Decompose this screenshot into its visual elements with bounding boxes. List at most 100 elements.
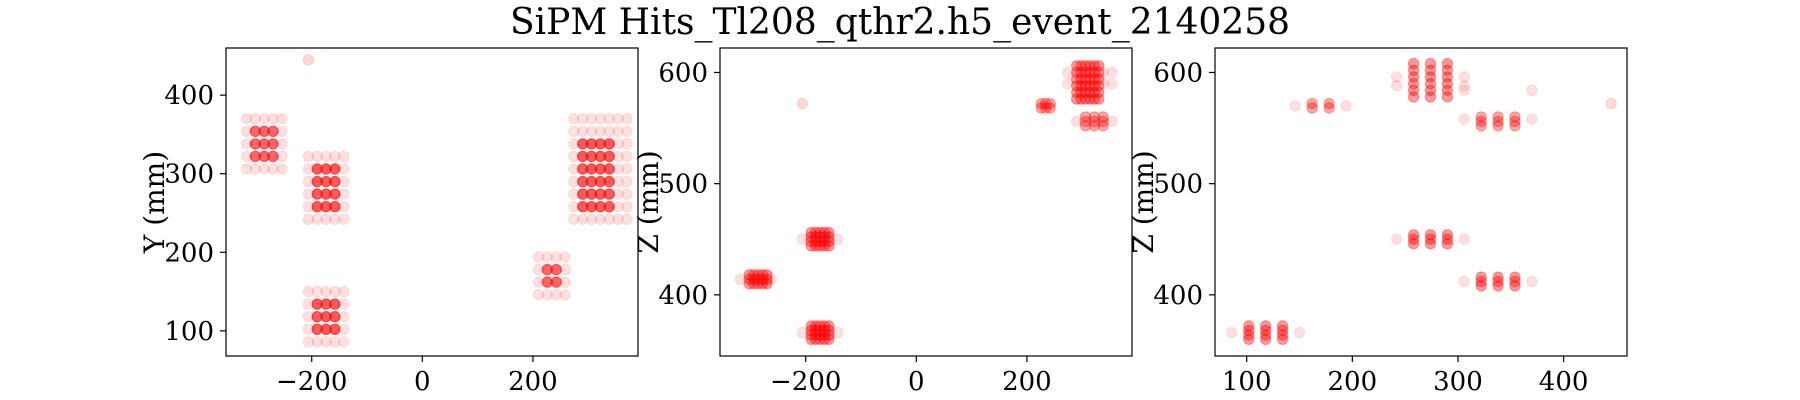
data-point bbox=[532, 276, 545, 288]
data-point bbox=[329, 150, 341, 163]
data-point bbox=[311, 311, 323, 323]
data-point bbox=[603, 113, 615, 125]
data-point bbox=[612, 113, 624, 125]
data-point bbox=[1424, 233, 1437, 245]
data-point bbox=[1075, 80, 1087, 92]
data-point bbox=[1424, 229, 1437, 241]
data-point bbox=[1071, 93, 1083, 105]
data-point bbox=[559, 251, 571, 263]
data-point bbox=[311, 323, 323, 335]
data-point bbox=[743, 273, 755, 285]
data-point bbox=[603, 188, 615, 200]
data-point bbox=[603, 150, 615, 163]
data-point bbox=[311, 285, 323, 298]
data-point bbox=[1509, 275, 1521, 288]
data-point bbox=[577, 175, 589, 188]
y-tick-label: 100 bbox=[164, 317, 214, 347]
panel-2-frame bbox=[719, 47, 1133, 357]
data-point bbox=[276, 138, 288, 150]
x-tick-label: 300 bbox=[1433, 367, 1483, 397]
data-point bbox=[1243, 333, 1255, 345]
data-point bbox=[311, 336, 323, 348]
data-point bbox=[1424, 77, 1437, 90]
data-point bbox=[1424, 71, 1437, 83]
data-point bbox=[805, 235, 817, 248]
data-point bbox=[814, 240, 826, 252]
data-point bbox=[810, 324, 822, 337]
data-point bbox=[329, 188, 341, 200]
data-point bbox=[320, 201, 332, 213]
data-point bbox=[603, 138, 615, 150]
data-point bbox=[1093, 66, 1105, 79]
data-point bbox=[761, 278, 773, 290]
y-tick-label: 400 bbox=[164, 81, 214, 111]
data-point bbox=[818, 226, 831, 239]
data-point bbox=[1088, 93, 1101, 105]
data-point bbox=[1243, 324, 1255, 337]
data-point bbox=[258, 138, 270, 150]
data-point bbox=[1075, 73, 1087, 85]
data-point bbox=[1071, 73, 1083, 85]
y-axis-label: Z (mm) bbox=[1127, 150, 1160, 253]
data-point bbox=[338, 163, 350, 175]
data-point bbox=[240, 113, 253, 125]
data-point bbox=[320, 188, 332, 200]
data-point bbox=[585, 175, 598, 188]
data-point bbox=[1340, 100, 1352, 112]
data-point bbox=[559, 276, 571, 288]
data-point bbox=[267, 125, 279, 138]
data-point bbox=[1441, 233, 1454, 245]
data-point bbox=[329, 201, 341, 213]
data-point bbox=[1306, 97, 1318, 110]
data-point bbox=[1088, 86, 1101, 99]
data-point bbox=[805, 320, 817, 332]
data-point bbox=[568, 125, 580, 138]
data-point bbox=[1079, 120, 1092, 132]
data-point bbox=[796, 326, 809, 339]
data-point bbox=[1475, 280, 1487, 292]
data-point bbox=[752, 273, 764, 285]
data-point bbox=[1407, 64, 1420, 76]
data-point bbox=[320, 285, 332, 298]
data-point bbox=[818, 329, 831, 341]
data-point bbox=[810, 235, 822, 248]
data-point bbox=[603, 163, 615, 175]
data-point bbox=[823, 226, 835, 239]
data-point bbox=[1509, 280, 1521, 292]
panel-1: −200 0 200 100 200 300 400 Y (mm) bbox=[138, 47, 639, 397]
data-point bbox=[1323, 97, 1335, 110]
data-point bbox=[612, 138, 624, 150]
data-point bbox=[302, 150, 315, 163]
panels-group: −200 0 200 100 200 300 400 Y (mm) −200 0 200 400 500… bbox=[138, 47, 1628, 397]
data-point bbox=[818, 240, 831, 252]
data-point bbox=[1243, 320, 1255, 332]
data-point bbox=[302, 311, 315, 323]
data-point bbox=[329, 213, 341, 226]
data-point bbox=[550, 276, 562, 288]
data-point bbox=[320, 175, 332, 188]
data-point bbox=[329, 311, 341, 323]
data-point bbox=[1475, 271, 1487, 283]
data-point bbox=[1097, 66, 1109, 79]
data-point bbox=[603, 213, 615, 226]
data-point bbox=[1088, 115, 1101, 128]
data-point bbox=[823, 231, 835, 243]
data-point bbox=[1079, 86, 1092, 99]
data-point bbox=[823, 333, 835, 345]
data-point bbox=[612, 201, 624, 213]
data-point bbox=[311, 150, 323, 163]
data-point bbox=[603, 201, 615, 213]
data-point bbox=[267, 125, 279, 138]
data-point bbox=[568, 175, 580, 188]
data-point bbox=[612, 213, 624, 226]
data-point bbox=[568, 150, 580, 163]
x-tick-label: 400 bbox=[1539, 367, 1589, 397]
data-point bbox=[1075, 60, 1087, 72]
data-point bbox=[320, 336, 332, 348]
data-point bbox=[338, 336, 350, 348]
data-point bbox=[612, 175, 624, 188]
data-point bbox=[1323, 102, 1335, 114]
data-point bbox=[1075, 93, 1087, 105]
data-point bbox=[329, 311, 341, 323]
data-point bbox=[1088, 73, 1101, 85]
